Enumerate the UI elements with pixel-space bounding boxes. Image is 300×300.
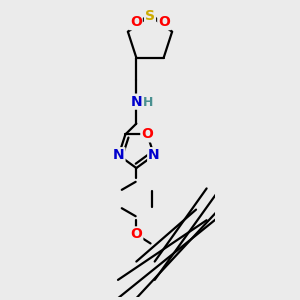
Text: N: N (130, 95, 142, 109)
Text: S: S (145, 9, 155, 23)
Text: H: H (143, 96, 153, 110)
Text: N: N (148, 148, 160, 162)
Text: O: O (158, 15, 170, 29)
Text: O: O (130, 227, 142, 242)
Text: N: N (113, 148, 124, 162)
Text: O: O (141, 128, 153, 141)
Text: O: O (130, 15, 142, 29)
